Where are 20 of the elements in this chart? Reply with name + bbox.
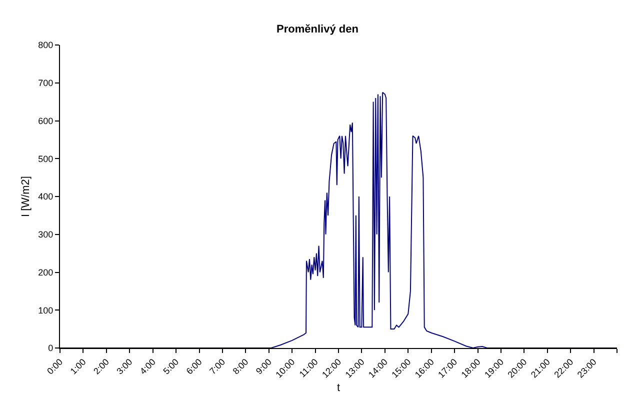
y-tick-label: 500 <box>38 154 54 164</box>
x-tick-label: 9:00 <box>254 356 274 376</box>
y-tick-label: 100 <box>38 305 54 316</box>
x-tick-label: 6:00 <box>184 356 204 376</box>
x-tick-label: 0:00 <box>45 356 65 376</box>
chart-title: Proměnlivý den <box>276 23 359 36</box>
x-tick-label: 5:00 <box>161 356 181 376</box>
y-tick-label: 400 <box>38 192 54 202</box>
x-tick-label: 3:00 <box>114 356 134 376</box>
x-tick-label: 4:00 <box>138 356 158 376</box>
x-tick-label: 8:00 <box>230 356 250 376</box>
y-tick-label: 200 <box>38 267 54 278</box>
y-axis-title: I [W/m2] <box>20 176 32 217</box>
y-tick-label: 0 <box>48 343 54 354</box>
x-axis-title: t <box>336 382 340 394</box>
y-tick-label: 800 <box>38 40 54 50</box>
y-tick-label: 600 <box>38 116 54 126</box>
x-tick-label: 7:00 <box>208 356 228 376</box>
y-tick-label: 700 <box>38 78 54 88</box>
y-tick-label: 300 <box>38 230 54 240</box>
